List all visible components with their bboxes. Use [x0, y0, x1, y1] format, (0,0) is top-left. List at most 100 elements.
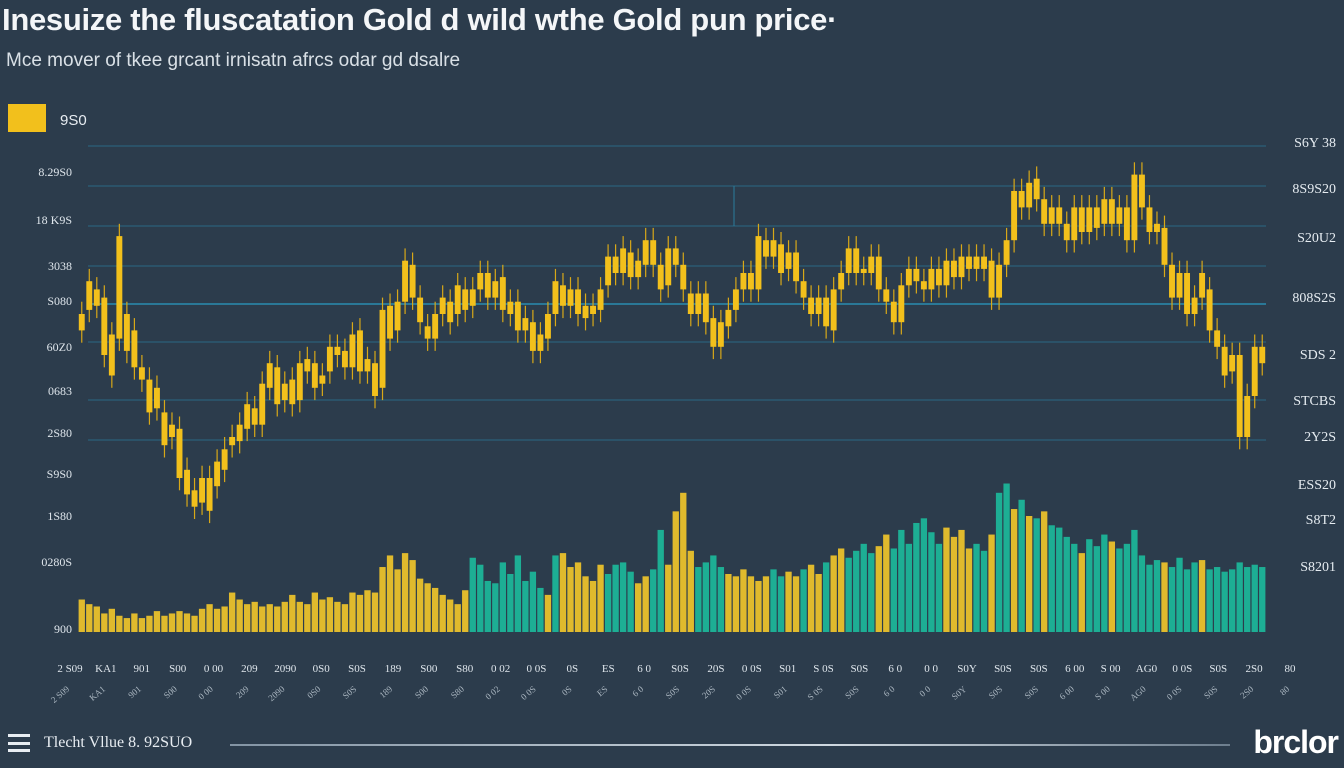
price-candle — [372, 363, 378, 396]
footer-text: Tlecht Vllue 8. 92SUO — [44, 734, 193, 751]
price-candle — [439, 297, 446, 314]
price-candle — [808, 297, 815, 314]
price-candle — [1071, 207, 1078, 241]
price-candle — [996, 264, 1003, 298]
price-candle — [853, 248, 860, 273]
volume-bar — [153, 611, 161, 632]
x-axis-tick: S0Y — [957, 663, 977, 675]
volume-bar — [1251, 564, 1258, 632]
volume-bar — [116, 615, 123, 632]
volume-bar — [183, 613, 191, 632]
price-candle — [364, 359, 371, 372]
volume-bar — [1191, 562, 1198, 632]
price-candle — [326, 346, 333, 372]
x-axis-tick: 2090 — [274, 663, 297, 675]
volume-bar — [943, 527, 950, 632]
volume-bar — [792, 576, 800, 632]
price-candle — [334, 346, 341, 355]
volume-bar — [950, 536, 958, 632]
volume-bar — [1056, 527, 1063, 632]
x-axis-tick: 0 0S — [1172, 663, 1192, 675]
volume-bar — [1018, 499, 1025, 632]
volume-bar — [853, 550, 860, 632]
volume-bar — [838, 548, 845, 632]
price-candle — [905, 268, 912, 286]
volume-bar — [349, 592, 356, 632]
volume-bar — [552, 555, 559, 632]
price-candle — [259, 383, 266, 425]
price-candle — [582, 305, 589, 319]
x-axis-tick: S 00 — [1101, 663, 1121, 675]
price-candle — [672, 248, 679, 265]
volume-bar — [1153, 560, 1161, 632]
volume-bar — [1093, 546, 1100, 632]
volume-bar — [822, 562, 830, 632]
volume-bar — [1176, 557, 1183, 632]
x-axis-tick-rotated: 0 0 — [917, 684, 932, 699]
price-candle — [883, 289, 890, 302]
x-axis-tick: 0 02 — [491, 663, 510, 675]
price-candle — [1244, 396, 1251, 437]
volume-bar — [161, 615, 168, 632]
price-candle — [898, 285, 905, 323]
price-candle — [131, 330, 138, 368]
price-candle — [1161, 227, 1168, 265]
x-axis-tick: ES — [602, 663, 615, 675]
volume-bar — [1168, 567, 1176, 632]
volume-bar — [868, 553, 875, 632]
price-candle — [1214, 330, 1221, 347]
volume-bar — [1123, 543, 1131, 632]
price-candle — [845, 248, 852, 273]
price-candle — [296, 363, 303, 401]
price-candle — [680, 264, 687, 290]
price-candle — [319, 375, 326, 384]
price-candle — [1229, 355, 1236, 372]
price-candle — [78, 314, 85, 331]
price-candle — [868, 256, 875, 273]
left-axis-tick: 0683 — [48, 384, 72, 398]
volume-bar — [168, 613, 176, 632]
chart-subtitle: Mce mover of tkee grcant irnisatn afrcs … — [6, 50, 461, 71]
volume-bar — [860, 543, 867, 632]
volume-bar — [589, 580, 597, 632]
volume-bar — [717, 567, 725, 632]
volume-bar — [747, 576, 755, 632]
volume-bar — [702, 562, 709, 632]
price-candle — [432, 314, 439, 339]
price-candle — [424, 326, 431, 339]
price-candle — [1093, 207, 1100, 228]
volume-bar — [582, 576, 589, 632]
volume-bar — [469, 557, 476, 632]
volume-bar — [1116, 548, 1123, 632]
volume-bar — [1244, 567, 1251, 632]
x-axis-tick-rotated: S0S — [1023, 684, 1041, 701]
right-axis-tick: 808S2S — [1292, 291, 1336, 306]
x-axis-tick: 2S0 — [1246, 663, 1264, 675]
volume-bar — [1063, 536, 1070, 632]
x-axis-tick: S0S — [348, 663, 366, 675]
price-candle — [1056, 207, 1063, 224]
volume-bar — [108, 608, 115, 632]
price-candle — [755, 236, 762, 290]
price-candle — [379, 309, 386, 388]
price-candle — [1236, 355, 1243, 437]
price-candle — [747, 273, 754, 290]
right-axis-tick: SDS 2 — [1300, 348, 1336, 363]
price-candle — [161, 412, 168, 446]
x-axis-tick-rotated: 0 0S — [1165, 684, 1184, 702]
volume-bar — [1161, 562, 1168, 632]
x-axis-tick-rotated: 6 0 — [882, 684, 897, 699]
legend-swatch — [8, 104, 46, 132]
left-axis-tick: 0280S — [41, 555, 72, 569]
price-candle — [274, 367, 281, 405]
price-candle — [575, 289, 581, 314]
price-candle — [785, 252, 792, 269]
menu-icon[interactable] — [8, 734, 30, 752]
volume-bar — [905, 543, 913, 632]
price-candle — [612, 256, 619, 273]
price-candle — [958, 256, 965, 278]
x-axis-tick: 0 0 — [924, 663, 938, 675]
price-candle — [1086, 207, 1093, 232]
x-axis-tick-rotated: S0S — [987, 684, 1005, 701]
price-candle — [605, 256, 612, 286]
